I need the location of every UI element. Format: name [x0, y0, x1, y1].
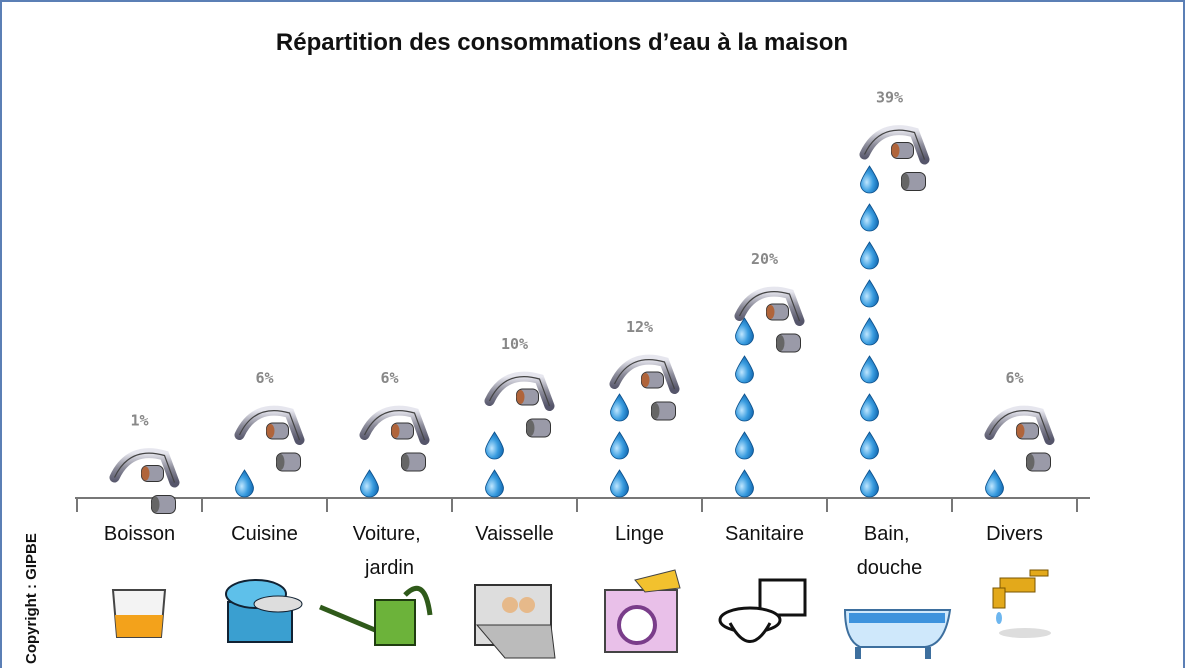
faucet-handle-cap — [142, 467, 150, 481]
copyright: Copyright : GIPBE — [23, 533, 40, 664]
faucet-handle-cap — [517, 390, 525, 404]
value-label: 10% — [501, 335, 528, 353]
value-label: 6% — [1005, 369, 1023, 387]
faucet-handle-cap — [902, 174, 910, 190]
frame — [1, 1, 1184, 668]
x-tick-label: Boisson — [104, 523, 175, 545]
faucet-handle-cap — [1027, 454, 1035, 470]
faucet-handle-cap — [152, 497, 160, 513]
faucet-handle-cap — [642, 373, 650, 387]
value-label: 6% — [380, 369, 398, 387]
chart-title: Répartition des consommations d’eau à la… — [276, 29, 848, 56]
x-tick-label: Divers — [986, 523, 1043, 545]
faucet-handle-cap — [527, 420, 535, 436]
faucet-handle-cap — [767, 305, 775, 319]
faucet-handle-cap — [1017, 424, 1025, 438]
faucet-handle-cap — [392, 424, 400, 438]
faucet-handle-cap — [402, 454, 410, 470]
faucet-handle-cap — [277, 454, 285, 470]
value-label: 20% — [751, 250, 778, 268]
x-tick-label: Linge — [615, 523, 664, 545]
faucet-handle-cap — [267, 424, 275, 438]
x-tick-label: Sanitaire — [725, 523, 804, 545]
x-tick-label: Cuisine — [231, 523, 298, 545]
value-label: 39% — [876, 89, 903, 107]
faucet-handle-cap — [777, 335, 785, 351]
faucet-handle-cap — [652, 403, 660, 419]
value-label: 1% — [130, 412, 148, 430]
x-tick-label: Vaisselle — [475, 523, 554, 545]
value-label: 12% — [626, 318, 653, 336]
faucet-handle-cap — [892, 144, 900, 158]
value-label: 6% — [255, 369, 273, 387]
chart: Répartition des consommations d’eau à la… — [0, 0, 1185, 668]
